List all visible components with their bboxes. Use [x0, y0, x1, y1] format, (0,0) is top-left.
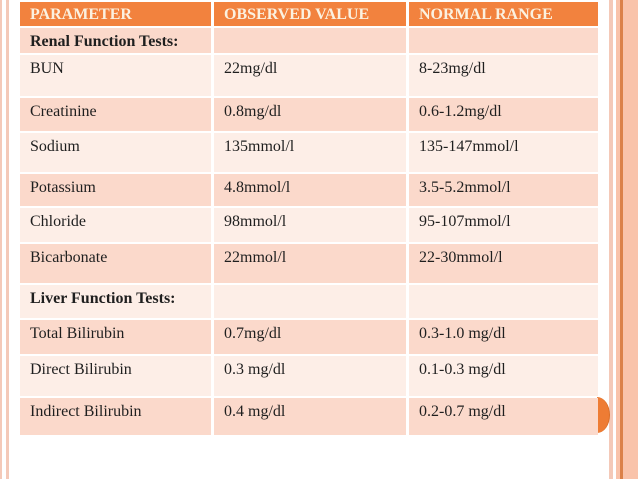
- cell-parameter: Direct Bilirubin: [20, 356, 211, 397]
- cell-observed-value: 22mg/dl: [214, 55, 406, 97]
- cell-normal-range: 0.1-0.3 mg/dl: [409, 356, 598, 397]
- cell-parameter: Bicarbonate: [20, 244, 211, 284]
- cell-observed-value: 98mmol/l: [214, 208, 406, 243]
- cell-parameter: Renal Function Tests:: [20, 28, 211, 54]
- cell-observed-value: 0.7mg/dl: [214, 320, 406, 355]
- cell-normal-range: [409, 285, 598, 319]
- table-row: Total Bilirubin 0.7mg/dl 0.3-1.0 mg/dl: [20, 320, 598, 355]
- table-row: Indirect Bilirubin 0.4 mg/dl 0.2-0.7 mg/…: [20, 398, 598, 436]
- cell-parameter: Chloride: [20, 208, 211, 243]
- cell-parameter: Liver Function Tests:: [20, 285, 211, 319]
- lab-results-table: PARAMETER OBSERVED VALUE NORMAL RANGE Re…: [20, 2, 598, 437]
- table-row: Renal Function Tests:: [20, 28, 598, 54]
- table-row: Chloride 98mmol/l 95-107mmol/l: [20, 208, 598, 243]
- cell-normal-range: 135-147mmol/l: [409, 133, 598, 173]
- cell-normal-range: 95-107mmol/l: [409, 208, 598, 243]
- cell-normal-range: 0.6-1.2mg/dl: [409, 98, 598, 132]
- table-row: Potassium 4.8mmol/l 3.5-5.2mmol/l: [20, 174, 598, 207]
- table-row: Bicarbonate 22mmol/l 22-30mmol/l: [20, 244, 598, 284]
- cell-observed-value: 4.8mmol/l: [214, 174, 406, 207]
- cell-observed-value: 135mmol/l: [214, 133, 406, 173]
- column-header-normal-range: NORMAL RANGE: [409, 2, 598, 27]
- cell-parameter: BUN: [20, 55, 211, 97]
- right-border-stripe-dark-line: [620, 0, 623, 479]
- cell-parameter: Sodium: [20, 133, 211, 173]
- table-header-row: PARAMETER OBSERVED VALUE NORMAL RANGE: [20, 2, 598, 27]
- cell-observed-value: 0.3 mg/dl: [214, 356, 406, 397]
- cell-normal-range: [409, 28, 598, 54]
- cell-normal-range: 8-23mg/dl: [409, 55, 598, 97]
- cell-normal-range: 0.2-0.7 mg/dl: [409, 398, 598, 436]
- cell-normal-range: 0.3-1.0 mg/dl: [409, 320, 598, 355]
- table-body: Renal Function Tests: BUN 22mg/dl 8-23mg…: [20, 28, 598, 436]
- right-border-thin-line: [609, 0, 613, 479]
- cell-observed-value: [214, 285, 406, 319]
- cell-observed-value: 0.4 mg/dl: [214, 398, 406, 436]
- cell-parameter: Indirect Bilirubin: [20, 398, 211, 436]
- table-row: Sodium 135mmol/l 135-147mmol/l: [20, 133, 598, 173]
- table-row: BUN 22mg/dl 8-23mg/dl: [20, 55, 598, 97]
- table-row: Direct Bilirubin 0.3 mg/dl 0.1-0.3 mg/dl: [20, 356, 598, 397]
- cell-parameter: Potassium: [20, 174, 211, 207]
- cell-observed-value: 22mmol/l: [214, 244, 406, 284]
- column-header-parameter: PARAMETER: [20, 2, 211, 27]
- column-header-observed-value: OBSERVED VALUE: [214, 2, 406, 27]
- right-border-stripe: [616, 0, 638, 479]
- cell-observed-value: [214, 28, 406, 54]
- cell-normal-range: 3.5-5.2mmol/l: [409, 174, 598, 207]
- table-row: Creatinine 0.8mg/dl 0.6-1.2mg/dl: [20, 98, 598, 132]
- cell-normal-range: 22-30mmol/l: [409, 244, 598, 284]
- left-border-line-outer: [0, 0, 2, 479]
- cell-observed-value: 0.8mg/dl: [214, 98, 406, 132]
- cell-parameter: Total Bilirubin: [20, 320, 211, 355]
- left-border-line-inner: [6, 0, 9, 479]
- table-row: Liver Function Tests:: [20, 285, 598, 319]
- semicircle-accent-decoration: [597, 397, 610, 433]
- cell-parameter: Creatinine: [20, 98, 211, 132]
